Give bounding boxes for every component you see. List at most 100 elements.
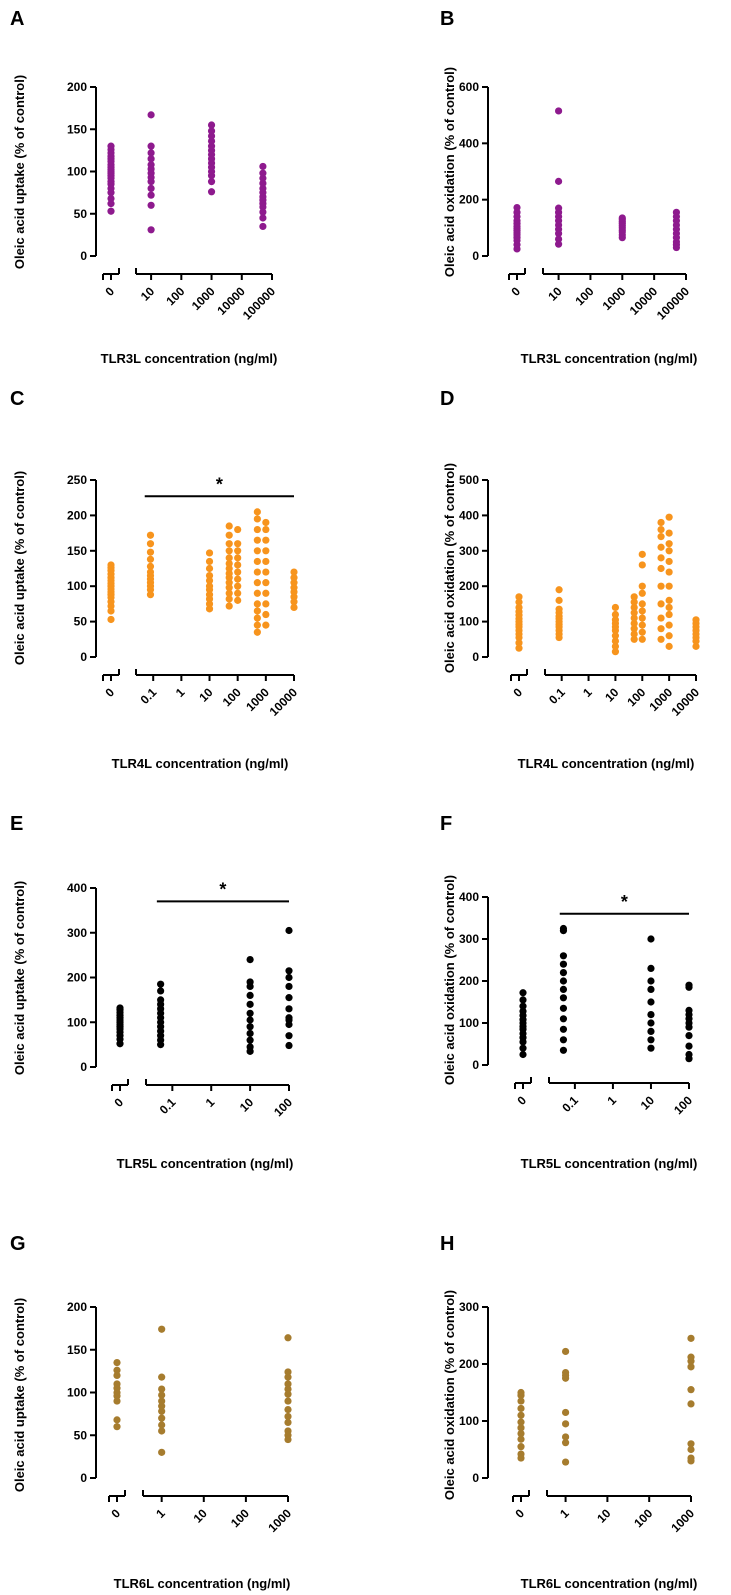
data-point: [259, 222, 267, 231]
data-point: [638, 614, 646, 622]
x-tick-label: 1: [203, 1095, 218, 1110]
x-tick-label: 10: [237, 1095, 257, 1115]
data-point: [559, 1046, 568, 1054]
data-point: [519, 996, 527, 1004]
data-point: [253, 568, 261, 576]
data-point: [638, 600, 646, 608]
data-point: [692, 616, 700, 624]
x-tick-label: 0: [514, 1093, 529, 1108]
data-point: [225, 540, 233, 548]
data-point: [285, 994, 293, 1002]
y-axis-title: Oleic acid uptake (% of control): [12, 881, 27, 1075]
data-point: [638, 628, 646, 636]
data-point: [205, 564, 214, 573]
y-tick-label: 300: [459, 544, 479, 558]
data-point: [559, 1036, 568, 1044]
data-point: [146, 531, 155, 539]
x-tick-label: 10: [196, 685, 216, 705]
data-point: [665, 596, 673, 604]
data-point: [262, 547, 270, 555]
data-point: [113, 1416, 121, 1424]
data-point: [225, 569, 233, 578]
panel-letter: E: [10, 813, 23, 835]
x-tick-label: 100: [624, 685, 648, 709]
data-point: [665, 582, 673, 590]
data-point: [630, 598, 638, 606]
data-point: [630, 609, 638, 617]
data-point: [665, 632, 673, 640]
panel-letter: H: [440, 1233, 454, 1255]
significance-label: *: [216, 474, 223, 494]
data-point: [253, 557, 261, 566]
data-point: [519, 989, 527, 997]
data-point: [116, 1004, 124, 1012]
data-point: [262, 600, 270, 608]
data-point: [262, 579, 270, 587]
panel-letter: B: [440, 8, 454, 30]
data-point: [259, 184, 267, 192]
data-point: [657, 533, 665, 541]
data-point: [107, 200, 115, 208]
data-point: [147, 111, 155, 119]
y-tick-label: 200: [67, 971, 87, 985]
data-point: [657, 582, 665, 590]
data-point: [554, 240, 563, 248]
data-point: [205, 549, 214, 557]
x-axis-title: TLR5L concentration (ng/ml): [521, 1156, 698, 1171]
data-point: [285, 926, 293, 935]
data-point: [561, 1408, 570, 1417]
data-point: [284, 1412, 292, 1421]
data-point: [657, 543, 665, 551]
panel-letter: F: [440, 813, 452, 835]
data-point: [259, 214, 267, 222]
data-point: [657, 518, 665, 527]
data-point: [253, 614, 261, 622]
data-point: [687, 1445, 695, 1454]
data-point: [685, 1050, 693, 1059]
data-point: [147, 149, 155, 157]
data-point: [246, 1000, 254, 1008]
data-point: [517, 1404, 525, 1413]
data-point: [147, 191, 155, 199]
data-point: [561, 1347, 570, 1356]
y-tick-label: 300: [67, 926, 87, 940]
data-point: [517, 1424, 525, 1432]
data-point: [253, 525, 261, 534]
data-point: [205, 571, 214, 580]
data-point: [665, 610, 673, 619]
y-tick-label: 0: [80, 650, 87, 664]
data-point: [146, 591, 155, 599]
data-point: [158, 1427, 166, 1435]
x-tick-label: 100: [572, 284, 596, 308]
data-point: [157, 980, 165, 988]
data-point: [559, 952, 568, 960]
data-point: [234, 589, 242, 597]
y-tick-label: 100: [67, 1386, 87, 1400]
y-axis-title: Oleic acid oxidation (% of control): [442, 875, 457, 1085]
data-point: [113, 1380, 121, 1388]
data-point: [157, 996, 165, 1004]
data-point: [158, 1414, 166, 1422]
data-point: [638, 550, 646, 558]
data-point: [234, 582, 242, 590]
data-point: [687, 1353, 695, 1361]
y-tick-label: 0: [80, 1060, 87, 1074]
data-point: [515, 598, 523, 606]
data-point: [290, 574, 298, 582]
x-tick-label: 1: [153, 1506, 168, 1521]
data-point: [262, 568, 270, 576]
data-point: [647, 1036, 655, 1044]
data-point: [284, 1334, 292, 1342]
x-axis-title: TLR6L concentration (ng/ml): [114, 1576, 291, 1591]
y-tick-label: 100: [459, 615, 479, 629]
data-point: [262, 525, 270, 534]
x-tick-label: 0: [510, 685, 525, 700]
data-point: [519, 1002, 527, 1010]
data-point: [158, 1407, 166, 1415]
data-point: [515, 639, 523, 647]
data-point: [225, 547, 233, 555]
data-point: [290, 584, 298, 592]
